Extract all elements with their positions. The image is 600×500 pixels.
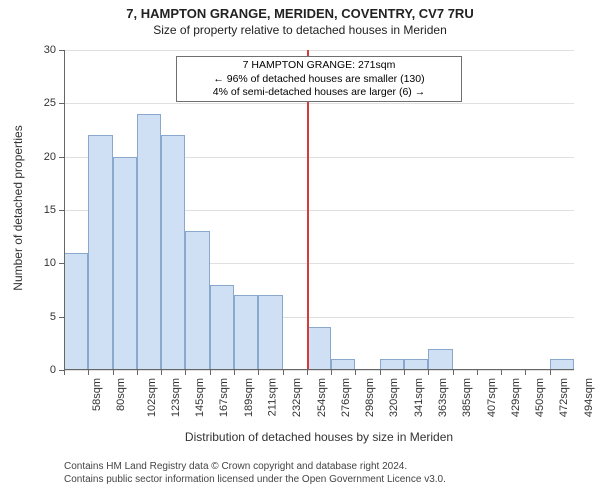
x-tick-mark — [550, 370, 551, 375]
x-tick-label: 494sqm — [583, 378, 595, 417]
x-tick-label: 254sqm — [316, 378, 328, 417]
y-tick-label: 30 — [34, 44, 56, 56]
x-axis-label: Distribution of detached houses by size … — [64, 430, 574, 444]
y-tick-label: 20 — [34, 151, 56, 163]
x-tick-mark — [453, 370, 454, 375]
y-tick-label: 10 — [34, 257, 56, 269]
y-tick-mark — [59, 50, 64, 51]
x-tick-label: 102sqm — [146, 378, 158, 417]
histogram-bar — [137, 114, 161, 370]
histogram-bar — [64, 253, 88, 370]
histogram-bar — [234, 295, 258, 370]
x-tick-label: 80sqm — [115, 378, 127, 411]
x-tick-label: 211sqm — [266, 378, 278, 416]
histogram-bar — [88, 135, 112, 370]
x-tick-mark — [283, 370, 284, 375]
y-tick-label: 0 — [34, 364, 56, 376]
y-tick-mark — [59, 157, 64, 158]
x-axis-line — [64, 369, 574, 370]
x-tick-mark — [404, 370, 405, 375]
x-tick-label: 341sqm — [413, 378, 425, 417]
x-tick-label: 407sqm — [486, 378, 498, 417]
x-tick-label: 123sqm — [170, 378, 182, 417]
attribution-line: Contains public sector information licen… — [64, 473, 446, 486]
y-tick-label: 15 — [34, 204, 56, 216]
y-tick-label: 25 — [34, 97, 56, 109]
x-tick-mark — [307, 370, 308, 375]
x-tick-label: 363sqm — [437, 378, 449, 417]
x-tick-mark — [501, 370, 502, 375]
page-title: 7, HAMPTON GRANGE, MERIDEN, COVENTRY, CV… — [0, 0, 600, 21]
annotation-line: 7 HAMPTON GRANGE: 271sqm — [181, 59, 457, 72]
x-tick-mark — [355, 370, 356, 375]
annotation-line: ← 96% of detached houses are smaller (13… — [181, 73, 457, 86]
histogram-bar — [258, 295, 282, 370]
x-tick-label: 58sqm — [91, 378, 103, 411]
page-subtitle: Size of property relative to detached ho… — [0, 21, 600, 37]
x-tick-mark — [88, 370, 89, 375]
annotation-line: 4% of semi-detached houses are larger (6… — [181, 86, 457, 99]
attribution-text: Contains HM Land Registry data © Crown c… — [64, 460, 446, 486]
x-tick-mark — [331, 370, 332, 375]
histogram-bar — [161, 135, 185, 370]
histogram-bar — [113, 157, 137, 370]
x-tick-label: 450sqm — [534, 378, 546, 417]
y-tick-mark — [59, 317, 64, 318]
x-tick-mark — [477, 370, 478, 375]
x-tick-label: 189sqm — [243, 378, 255, 417]
y-tick-label: 5 — [34, 311, 56, 323]
x-tick-mark — [380, 370, 381, 375]
y-axis-label: Number of detached properties — [11, 108, 25, 308]
y-axis-line — [64, 50, 65, 370]
histogram-bar — [307, 327, 331, 370]
x-tick-mark — [234, 370, 235, 375]
x-tick-label: 472sqm — [559, 378, 571, 417]
x-tick-mark — [137, 370, 138, 375]
grid-line — [64, 103, 574, 104]
grid-line — [64, 370, 574, 371]
x-tick-mark — [185, 370, 186, 375]
x-tick-mark — [258, 370, 259, 375]
x-tick-label: 145sqm — [194, 378, 206, 417]
x-tick-label: 167sqm — [219, 378, 231, 417]
y-tick-mark — [59, 103, 64, 104]
x-tick-label: 276sqm — [340, 378, 352, 417]
x-tick-mark — [525, 370, 526, 375]
x-tick-label: 320sqm — [389, 378, 401, 417]
grid-line — [64, 50, 574, 51]
x-tick-label: 232sqm — [291, 378, 303, 417]
x-tick-label: 429sqm — [510, 378, 522, 417]
histogram-bar — [428, 349, 452, 370]
y-tick-mark — [59, 210, 64, 211]
y-tick-mark — [59, 263, 64, 264]
x-tick-mark — [161, 370, 162, 375]
x-tick-mark — [64, 370, 65, 375]
x-tick-label: 385sqm — [461, 378, 473, 417]
x-tick-label: 298sqm — [364, 378, 376, 417]
x-tick-mark — [113, 370, 114, 375]
histogram-bar — [185, 231, 209, 370]
x-tick-mark — [210, 370, 211, 375]
x-tick-mark — [428, 370, 429, 375]
attribution-line: Contains HM Land Registry data © Crown c… — [64, 460, 446, 473]
chart-container: 7, HAMPTON GRANGE, MERIDEN, COVENTRY, CV… — [0, 0, 600, 500]
annotation-box: 7 HAMPTON GRANGE: 271sqm← 96% of detache… — [176, 56, 462, 101]
histogram-bar — [210, 285, 234, 370]
